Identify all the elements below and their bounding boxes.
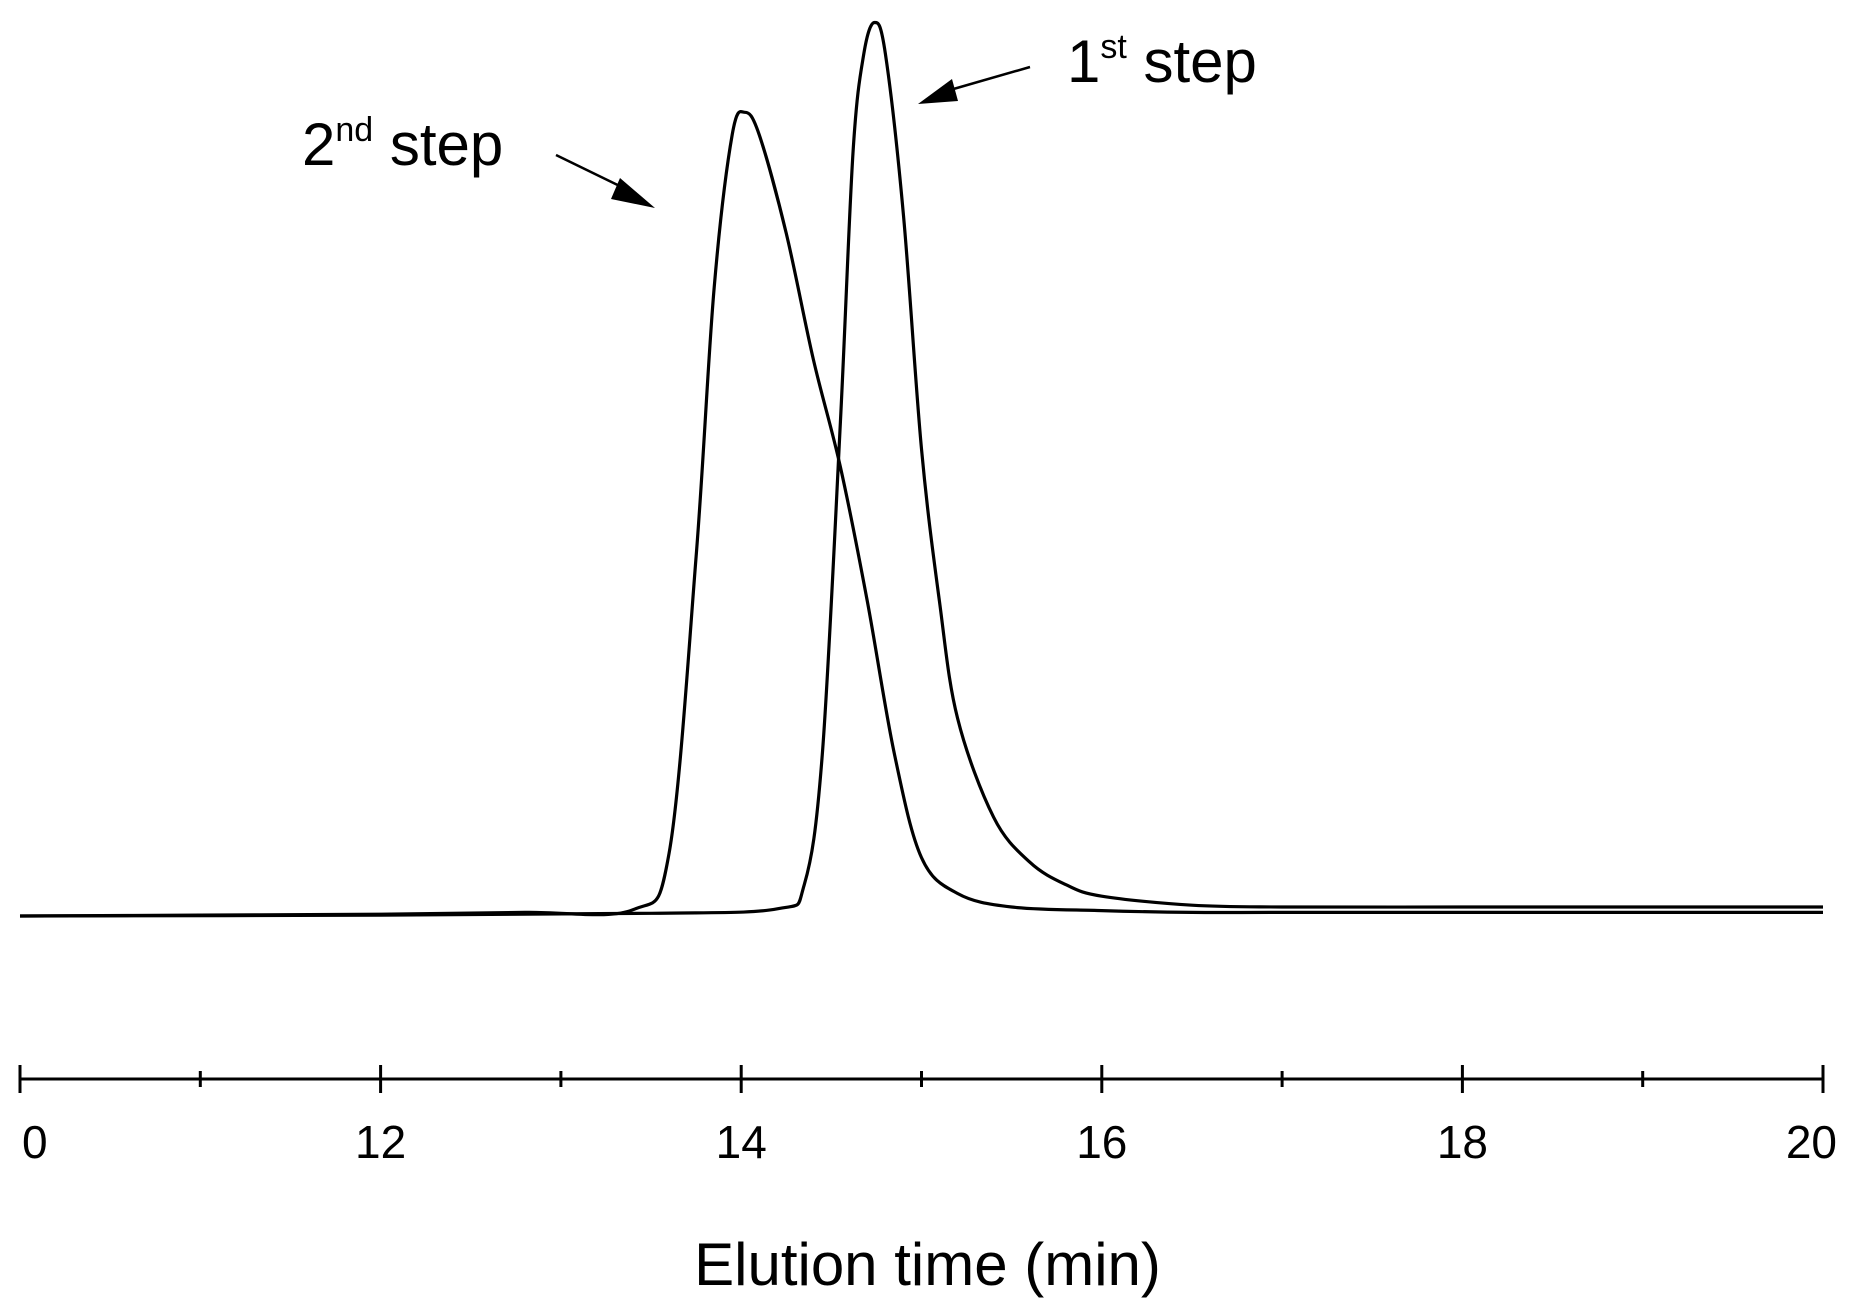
x-tick-label: 18 (1437, 1116, 1488, 1168)
series-line-2 (19, 20, 1823, 918)
x-tick-label: 16 (1076, 1116, 1127, 1168)
series-line-1 (19, 110, 1823, 918)
x-tick-label: 14 (716, 1116, 767, 1168)
annotations: 2nd step 1st step (302, 28, 1257, 208)
annotation-second-step-sup: nd (335, 111, 373, 149)
annotation-second-step-main: 2 (302, 111, 335, 178)
annotation-second-step-arrowhead (611, 178, 655, 208)
annotation-second-step-label: 2nd step (302, 111, 503, 178)
annotation-first-step-rest: step (1127, 28, 1257, 95)
x-axis-label: Elution time (min) (694, 1231, 1161, 1298)
annotation-first-step-arrow-line (949, 65, 1031, 92)
x-tick-label: 0 (22, 1116, 48, 1168)
annotation-second-step: 2nd step (302, 111, 655, 208)
series-layer (19, 20, 1823, 918)
annotation-first-step: 1st step (918, 28, 1257, 104)
annotation-first-step-main: 1 (1067, 28, 1100, 95)
x-axis: 0 12 14 16 18 20 (18, 1065, 1837, 1168)
x-tick-label: 12 (355, 1116, 406, 1168)
annotation-first-step-sup: st (1100, 28, 1127, 66)
x-tick-label: 20 (1786, 1116, 1837, 1168)
annotation-first-step-label: 1st step (1067, 28, 1257, 95)
annotation-second-step-rest: step (373, 111, 503, 178)
annotation-first-step-arrowhead (918, 79, 958, 104)
x-axis-ticks: 0 12 14 16 18 20 (18, 1065, 1837, 1168)
